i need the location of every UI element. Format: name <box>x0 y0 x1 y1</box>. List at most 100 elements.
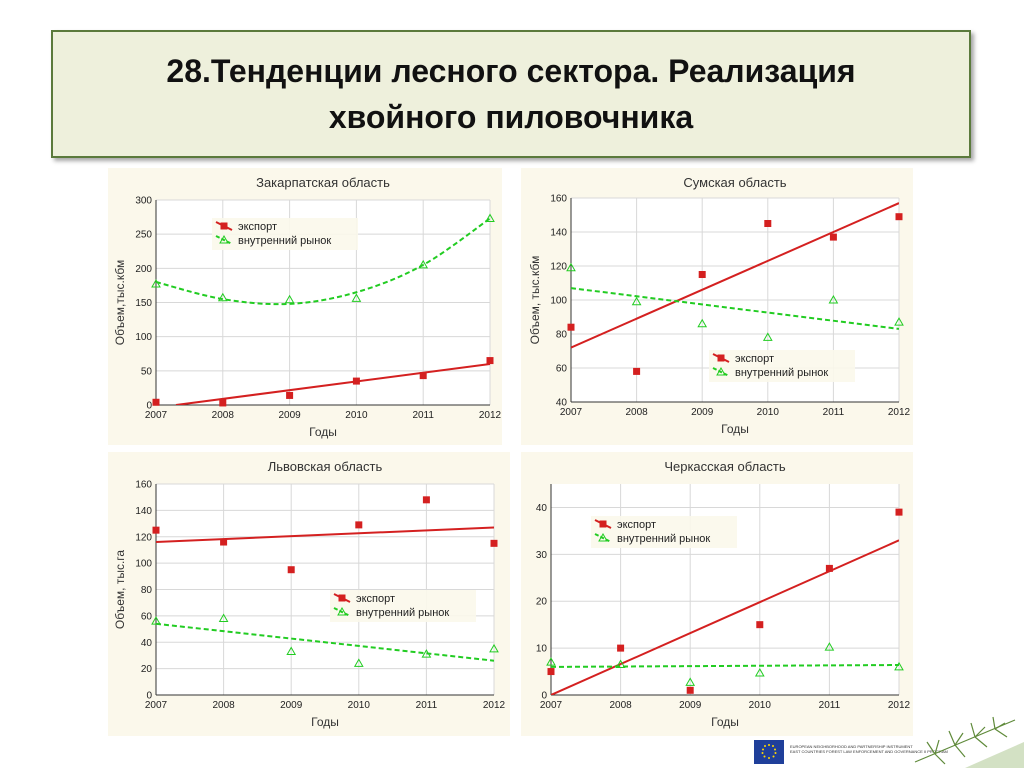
data-point-domestic <box>894 661 904 671</box>
y-tick-label: 0 <box>146 401 152 412</box>
data-point-domestic <box>218 613 229 623</box>
data-point-export <box>698 271 706 278</box>
data-point-domestic <box>824 642 835 651</box>
y-axis-label: Объем,тыс.кбм <box>113 260 127 345</box>
x-tick-label: 2012 <box>888 407 911 418</box>
data-point-export <box>352 377 360 385</box>
x-tick-label: 2007 <box>560 407 583 418</box>
data-point-export <box>829 233 837 241</box>
data-point-export <box>633 367 641 375</box>
x-axis-label: Годы <box>311 715 339 729</box>
data-point-export <box>895 213 903 221</box>
y-tick-label: 100 <box>135 559 152 570</box>
chart-title: Закарпатская область <box>256 175 390 190</box>
y-tick-label: 40 <box>556 398 568 409</box>
legend-marker-export <box>220 222 228 230</box>
program-text: EUROPEAN NEIGHBORHOOD AND PARTNERSHIP IN… <box>790 744 950 754</box>
series-export <box>152 496 498 574</box>
slide-title-box: 28.Тенденции лесного сектора. Реализация… <box>51 30 971 158</box>
y-tick-label: 0 <box>541 691 547 702</box>
data-point-export <box>419 372 427 380</box>
y-tick-label: 100 <box>550 296 567 307</box>
legend-box <box>709 350 855 382</box>
data-point-export <box>152 398 160 406</box>
legend-label: внутренний рынок <box>735 367 828 379</box>
x-axis-label: Годы <box>721 422 749 436</box>
x-tick-label: 2012 <box>888 700 911 711</box>
x-tick-label: 2010 <box>757 407 780 418</box>
chart-zakarpattia: 2007 2008 2009 2010 2011 2012 0 50 100 150 200 250 3… <box>113 175 502 439</box>
series-export <box>567 202 903 375</box>
data-point-domestic <box>151 616 161 625</box>
data-point-domestic <box>489 643 499 653</box>
data-point-export <box>895 508 903 516</box>
x-tick-label: 2007 <box>145 410 168 421</box>
legend-line <box>712 367 730 377</box>
y-tick-label: 40 <box>536 503 548 514</box>
data-point-export <box>286 391 294 399</box>
y-tick-label: 60 <box>556 364 568 375</box>
series-domestic <box>151 613 499 667</box>
trend-line <box>551 539 899 695</box>
chart-sumy: 2007 2008 2009 2010 2011 2012 40 60 80 100 120 140 1… <box>528 175 911 436</box>
x-tick-label: 2011 <box>823 407 845 418</box>
legend-line <box>215 235 233 245</box>
legend-marker-domestic <box>219 234 229 244</box>
data-point-export <box>287 566 295 574</box>
trend-line <box>571 202 899 349</box>
legend-marker-domestic <box>337 606 347 616</box>
y-tick-label: 300 <box>135 196 152 207</box>
x-tick-label: 2010 <box>345 410 368 421</box>
y-tick-label: 200 <box>135 264 152 275</box>
y-tick-label: 20 <box>141 664 153 675</box>
chart-panel-lviv: 2007 2008 2009 2010 2011 2012 0 20 40 60 80 100 120 1… <box>108 452 510 736</box>
data-point-domestic <box>631 296 642 306</box>
data-point-export <box>490 539 498 547</box>
x-tick-label: 2008 <box>212 700 235 711</box>
data-point-domestic <box>421 649 432 658</box>
legend-label: экспорт <box>735 353 774 365</box>
y-tick-label: 120 <box>550 262 567 273</box>
data-point-domestic <box>485 213 495 222</box>
y-tick-label: 100 <box>135 332 152 343</box>
trend-line <box>551 664 899 668</box>
x-tick-label: 2010 <box>749 700 772 711</box>
trend-line <box>156 526 494 543</box>
data-point-domestic <box>615 659 626 669</box>
legend-marker-domestic <box>598 532 608 542</box>
series-export <box>547 508 903 695</box>
data-point-domestic <box>762 332 773 341</box>
data-point-export <box>756 621 764 629</box>
legend-line <box>594 533 612 543</box>
program-text-line-2: EAST COUNTRIES FOREST LAW ENFORCEMENT AN… <box>790 749 948 754</box>
x-tick-label: 2009 <box>691 407 714 418</box>
series-domestic <box>566 262 904 341</box>
eu-flag-icon <box>754 740 784 764</box>
legend: экспорт внутренний рынок <box>212 218 358 250</box>
legend-label: экспорт <box>356 593 395 605</box>
legend-marker-export <box>599 520 607 528</box>
data-point-export <box>686 686 694 694</box>
data-point-export <box>220 538 228 546</box>
program-text-line-1: EUROPEAN NEIGHBORHOOD AND PARTNERSHIP IN… <box>790 744 913 749</box>
data-point-export <box>422 496 430 504</box>
data-point-export <box>567 323 575 331</box>
legend-label: внутренний рынок <box>617 533 710 545</box>
slide-title-line-2: хвойного пиловочника <box>328 99 694 135</box>
legend-line <box>333 607 351 617</box>
pine-branch-icon <box>914 716 1024 768</box>
legend: экспорт внутренний рынок <box>591 516 737 548</box>
x-tick-label: 2007 <box>540 700 563 711</box>
x-tick-label: 2010 <box>348 700 371 711</box>
y-tick-label: 60 <box>141 611 153 622</box>
x-tick-label: 2011 <box>412 410 434 421</box>
chart-lviv: 2007 2008 2009 2010 2011 2012 0 20 40 60 80 100 120 1… <box>113 459 506 729</box>
x-tick-label: 2007 <box>145 700 168 711</box>
y-tick-label: 80 <box>141 585 153 596</box>
slide-title-line-1: 28.Тенденции лесного сектора. Реализация <box>166 53 856 89</box>
y-axis-label: Объем, тыс.га <box>113 550 127 629</box>
trend-line <box>156 217 490 306</box>
legend-marker-domestic <box>716 366 726 376</box>
x-tick-label: 2012 <box>483 700 506 711</box>
series-export <box>152 357 494 407</box>
